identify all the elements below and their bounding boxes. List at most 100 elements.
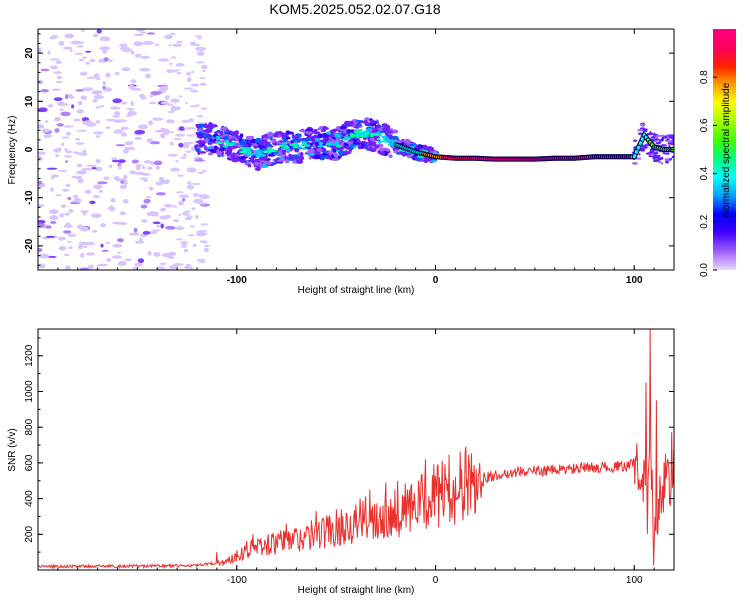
spectral-peak: [382, 140, 387, 143]
noise-blob: [184, 88, 194, 90]
noise-blob: [186, 72, 191, 76]
noise-blob: [116, 144, 126, 146]
noise-blob: [64, 213, 70, 216]
spectral-blob: [275, 160, 278, 163]
noise-blob: [199, 77, 205, 79]
y-tick-label: 1200: [24, 344, 35, 367]
spectral-blob: [313, 155, 320, 160]
spectral-peak: [349, 135, 355, 138]
noise-blob: [59, 213, 64, 217]
noise-blob: [57, 123, 64, 127]
spectral-blob: [648, 133, 653, 135]
spectral-blob: [292, 135, 296, 139]
spectral-blob: [320, 155, 327, 158]
spectral-blob: [224, 131, 230, 133]
noise-blob: [143, 179, 147, 182]
x-tick-label: 100: [626, 575, 643, 586]
spectral-blob: [211, 141, 216, 143]
spectral-blob: [250, 136, 254, 139]
figure-title: KOM5.2025.052.02.07.G18: [269, 1, 440, 17]
spectral-peak: [360, 135, 367, 138]
noise-blob: [112, 98, 122, 103]
noise-blob: [125, 141, 133, 145]
noise-blob: [122, 102, 127, 105]
spectral-blob: [377, 124, 380, 127]
spectral-blob: [640, 149, 645, 151]
noise-blob: [139, 94, 146, 98]
spectral-blob: [196, 148, 200, 152]
noise-blob: [156, 192, 166, 195]
spectrogram-y-label: Frequency (Hz): [7, 116, 18, 185]
noise-blob: [194, 194, 202, 196]
noise-blob: [152, 229, 160, 231]
noise-blob: [77, 164, 82, 167]
spectral-blob: [199, 151, 206, 154]
noise-blob: [100, 223, 106, 227]
spectral-blob: [326, 131, 330, 134]
noise-blob: [99, 59, 103, 63]
spectral-blob: [254, 162, 259, 166]
spectral-peak: [216, 142, 223, 145]
noise-blob: [78, 245, 83, 250]
noise-blob: [123, 199, 129, 204]
noise-blob: [135, 241, 145, 244]
noise-blob: [200, 83, 207, 86]
noise-blob: [92, 230, 97, 233]
noise-blob: [94, 95, 105, 99]
noise-blob: [190, 90, 198, 93]
spectral-blob: [268, 154, 275, 157]
noise-blob: [187, 181, 192, 184]
spectral-blob: [299, 129, 305, 132]
noise-blob: [103, 86, 106, 90]
y-tick-label: 1000: [24, 380, 35, 403]
spectral-blob: [352, 139, 357, 143]
spectral-peak: [283, 143, 286, 146]
noise-blob: [82, 120, 92, 125]
spectral-peak: [259, 154, 262, 157]
noise-blob: [145, 74, 151, 79]
x-tick-label: 100: [626, 275, 643, 286]
colorbar-tick-label: 0.4: [699, 166, 710, 180]
noise-blob: [155, 181, 163, 185]
noise-blob: [109, 165, 112, 168]
noise-blob: [90, 77, 93, 79]
spectral-blob: [347, 141, 353, 145]
noise-blob: [90, 59, 96, 63]
noise-blob: [182, 194, 187, 196]
noise-blob: [115, 72, 120, 76]
spectral-blob: [308, 135, 312, 138]
noise-blob: [195, 202, 201, 204]
noise-blob: [188, 118, 194, 122]
noise-blob: [164, 35, 173, 40]
spectral-blob: [640, 124, 646, 126]
noise-blob: [121, 67, 130, 71]
spectral-blob: [197, 135, 202, 138]
noise-blob: [126, 108, 134, 110]
y-tick-label: -10: [24, 190, 35, 205]
noise-blob: [102, 81, 106, 85]
noise-blob: [129, 170, 136, 174]
spectral-blob: [430, 147, 434, 151]
noise-blob: [51, 175, 54, 179]
noise-blob: [112, 255, 122, 259]
noise-blob: [161, 136, 166, 138]
noise-blob: [136, 166, 141, 170]
spectral-blob: [296, 134, 301, 137]
noise-blob: [55, 194, 63, 196]
spectral-blob: [197, 128, 204, 131]
noise-blob: [55, 81, 63, 83]
noise-blob: [93, 185, 102, 190]
noise-blob: [112, 160, 121, 162]
noise-blob: [170, 252, 175, 255]
noise-blob: [192, 207, 196, 210]
noise-blob: [175, 134, 185, 137]
spectral-blob: [424, 159, 429, 163]
noise-blob: [99, 46, 110, 50]
noise-blob: [65, 160, 68, 163]
noise-blob: [178, 201, 184, 206]
noise-blob: [44, 135, 49, 138]
noise-blob: [106, 242, 110, 244]
spectral-blob: [241, 140, 247, 145]
noise-blob: [187, 142, 195, 144]
noise-blob: [71, 104, 74, 108]
